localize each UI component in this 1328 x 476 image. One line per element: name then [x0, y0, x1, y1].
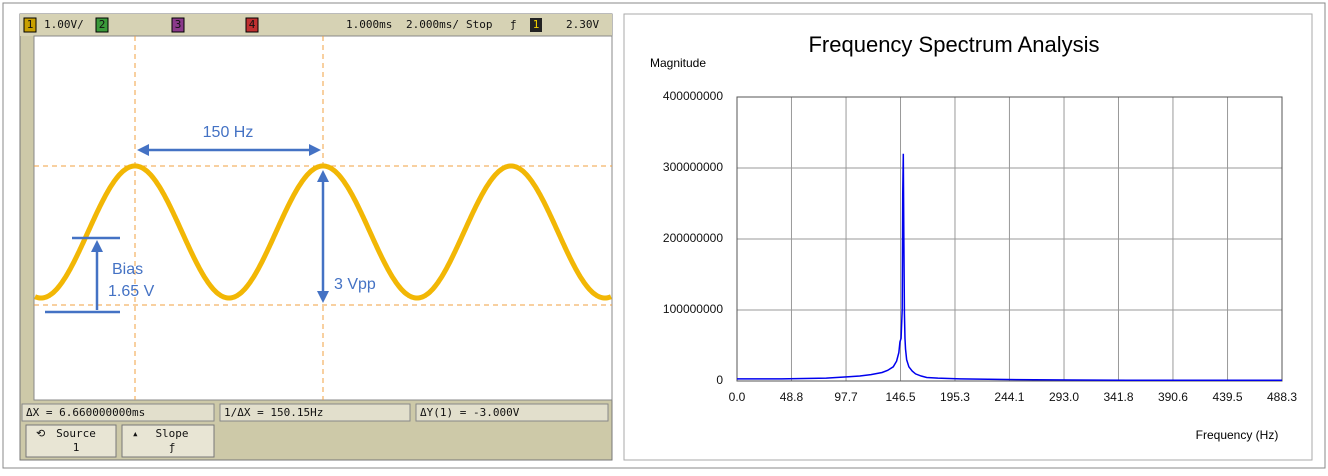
- softkey-label: Source: [56, 427, 96, 440]
- ch1: 1: [27, 18, 34, 31]
- x-tick-label: 488.3: [1267, 390, 1297, 404]
- bias-value: 1.65 V: [108, 283, 155, 300]
- y-tick-label: 300000000: [663, 160, 723, 174]
- y-tick-label: 200000000: [663, 231, 723, 245]
- x-tick-label: 146.5: [885, 390, 915, 404]
- x-tick-label: 97.7: [834, 390, 858, 404]
- trigger-level: 2.30V: [566, 18, 599, 31]
- chart-title: Frequency Spectrum Analysis: [808, 32, 1099, 57]
- bias-label: Bias: [112, 261, 143, 278]
- softkey-icon: ⟲: [36, 427, 45, 440]
- scope-header: [20, 14, 612, 36]
- x-tick-label: 341.8: [1103, 390, 1133, 404]
- y-tick-label: 0: [716, 373, 723, 387]
- trigger-source: 1: [533, 18, 540, 31]
- x-axis-label: Frequency (Hz): [1196, 428, 1279, 442]
- x-tick-label: 390.6: [1158, 390, 1188, 404]
- measurement: ΔX = 6.660000000ms: [26, 406, 145, 419]
- period-label: 150 Hz: [203, 124, 254, 141]
- softkey-icon: ▴: [132, 427, 139, 440]
- softkey-value: ƒ: [169, 441, 176, 454]
- delay: 1.000ms: [346, 18, 392, 31]
- x-tick-label: 439.5: [1213, 390, 1243, 404]
- measurement: 1/ΔX = 150.15Hz: [224, 406, 323, 419]
- softkey-label: Slope: [155, 427, 188, 440]
- softkey-value: 1: [73, 441, 80, 454]
- y-axis-label: Magnitude: [650, 56, 706, 70]
- x-tick-label: 244.1: [994, 390, 1024, 404]
- page: 1 1.00V/ 2 3 4 1.000ms 2.000ms/ Stop ƒ 1…: [0, 0, 1328, 471]
- ch2: 2: [99, 18, 106, 31]
- x-tick-label: 0.0: [729, 390, 746, 404]
- measurement: ΔY(1) = -3.000V: [420, 406, 520, 419]
- x-tick-label: 293.0: [1049, 390, 1079, 404]
- x-tick-label: 48.8: [780, 390, 804, 404]
- amplitude-label: 3 Vpp: [334, 276, 376, 293]
- timebase: 2.000ms/: [406, 18, 459, 31]
- y-tick-label: 100000000: [663, 302, 723, 316]
- scale: 1.00V/: [44, 18, 84, 31]
- x-tick-label: 195.3: [940, 390, 970, 404]
- trigger-slope: ƒ: [510, 18, 517, 31]
- ch4: 4: [249, 18, 256, 31]
- y-tick-label: 400000000: [663, 89, 723, 103]
- ch3: 3: [175, 18, 182, 31]
- run-state: Stop: [466, 18, 493, 31]
